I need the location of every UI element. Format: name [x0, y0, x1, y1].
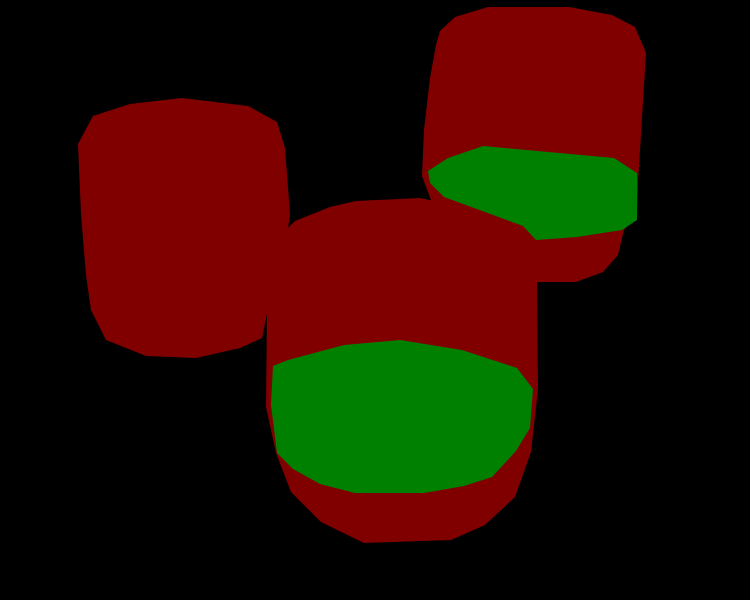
cylinder-front-cap	[271, 340, 533, 493]
cylinder-front	[266, 198, 538, 543]
cylinder-left	[78, 98, 290, 358]
cylinder-left-body	[78, 98, 290, 358]
cylinder-back-right-cap	[428, 146, 637, 240]
